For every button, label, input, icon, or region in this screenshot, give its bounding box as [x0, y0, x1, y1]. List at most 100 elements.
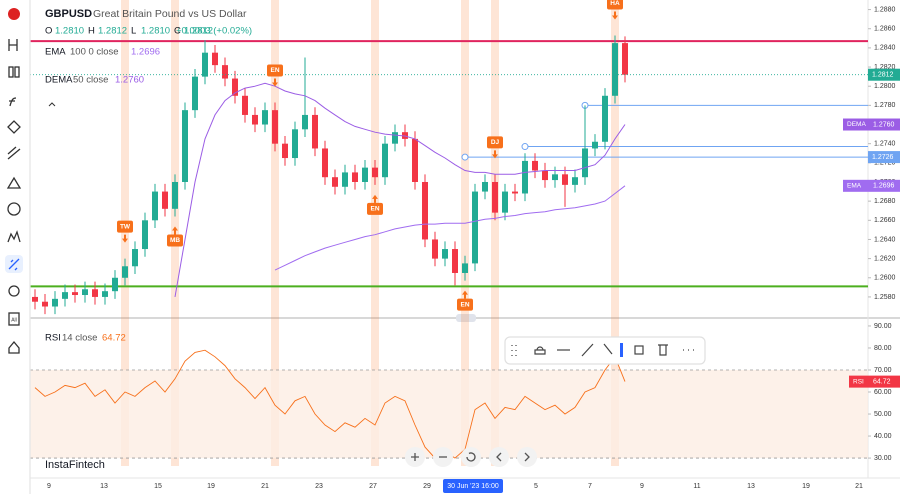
- candle-body: [192, 76, 198, 111]
- candle-body: [62, 292, 68, 299]
- series-label-bg: [843, 179, 900, 192]
- y-tick-label: 1.2640: [874, 236, 896, 243]
- y-tick-label: 1.2820: [874, 64, 896, 71]
- y-tick-label: 1.2680: [874, 198, 896, 205]
- delete-icon[interactable]: [658, 344, 668, 356]
- candle-body: [242, 95, 248, 115]
- x-tick-label: 15: [154, 483, 162, 490]
- series-label-name: DEMA: [847, 121, 866, 128]
- event-band: [491, 0, 499, 466]
- pen-icon[interactable]: [603, 343, 613, 355]
- candle-body: [442, 249, 448, 259]
- y-tick-label: 90.00: [874, 323, 892, 330]
- event-label-bg: [457, 298, 473, 311]
- tool-icon[interactable]: [7, 202, 21, 216]
- candle-body: [162, 191, 168, 209]
- candle-body: [382, 143, 388, 178]
- event-label-bg: [267, 64, 283, 77]
- tool-icon[interactable]: [7, 120, 21, 134]
- lock-icon[interactable]: [534, 346, 546, 355]
- event-arrow: [462, 290, 468, 299]
- scroll-left[interactable]: [489, 447, 509, 467]
- event-label: MB: [170, 237, 180, 244]
- candle-body: [542, 170, 548, 181]
- x-tick-label: 7: [588, 483, 592, 490]
- candle-body: [412, 138, 418, 182]
- ohlc-value: 1.2812: [184, 26, 213, 37]
- rsi-label-name: RSI: [853, 378, 864, 385]
- tool-icon[interactable]: [9, 97, 17, 107]
- left-toolbar: All: [5, 0, 31, 494]
- event-label: TW: [120, 223, 131, 230]
- tool-icon[interactable]: [8, 258, 20, 271]
- y-tick-label: 1.2660: [874, 217, 896, 224]
- tool-icon[interactable]: [7, 230, 21, 243]
- reset-icon: [466, 452, 476, 462]
- event-band: [371, 0, 379, 466]
- tool-icon[interactable]: [8, 66, 14, 78]
- scroll-right[interactable]: [517, 447, 537, 467]
- candle-body: [212, 52, 218, 66]
- y-tick-label: 1.2580: [874, 294, 896, 301]
- candle-body: [32, 296, 38, 302]
- event-arrow: [272, 78, 278, 87]
- x-tick-label: 9: [47, 483, 51, 490]
- event-label-bg: [607, 0, 623, 10]
- series-label-value: 1.2696: [873, 183, 895, 190]
- tool-icon[interactable]: [8, 39, 18, 51]
- rsi-value: 64.72: [102, 333, 126, 344]
- candle-body: [522, 160, 528, 194]
- ohlc-row: O 1.2810 H 1.2812 L 1.2810 C 1.2812: [45, 26, 213, 37]
- candle-body: [92, 289, 98, 297]
- tool-icon[interactable]: [8, 312, 20, 326]
- candle-body: [562, 174, 568, 185]
- candle-body: [552, 174, 558, 181]
- color-swatch[interactable]: [620, 343, 623, 357]
- foreground-layer: 1.2580 1.2600 1.2620 1.2640 1.2660 1.2680 1.27…: [47, 0, 900, 493]
- x-tick-label: 13: [747, 483, 755, 490]
- event-arrow: [172, 226, 178, 235]
- event-arrow: [122, 234, 128, 243]
- drag-handle[interactable]: [511, 345, 517, 356]
- tool-icon[interactable]: [6, 176, 22, 189]
- flag-icon[interactable]: [8, 8, 20, 20]
- x-tick-label: 19: [802, 483, 810, 490]
- ohlc-key: H: [88, 26, 95, 37]
- x-tick-label: 27: [369, 483, 377, 490]
- tool-icon[interactable]: [14, 66, 20, 78]
- candle-body: [622, 43, 628, 75]
- candle-body: [482, 181, 488, 192]
- right-icon: [524, 452, 530, 462]
- reset[interactable]: [461, 447, 481, 467]
- candle-body: [152, 191, 158, 221]
- line-icon[interactable]: [581, 343, 594, 357]
- crosshair-label: 30 Jun '23 16:00: [447, 483, 499, 490]
- candle-body: [52, 298, 58, 307]
- rsi-label-value: 64.72: [873, 378, 891, 385]
- candle-body: [142, 220, 148, 250]
- y-tick-label: 1.2740: [874, 141, 896, 148]
- series-label-name: EMA: [847, 183, 862, 190]
- background-layer: [30, 0, 900, 479]
- plus-icon: [411, 453, 419, 461]
- event-label-bg: [487, 136, 503, 149]
- y-tick-label: 1.2860: [874, 26, 896, 33]
- y-tick-label: 1.2780: [874, 102, 896, 109]
- collapse-icon[interactable]: [48, 102, 56, 107]
- clone-icon[interactable]: [634, 345, 644, 355]
- tool-icon[interactable]: [7, 146, 21, 160]
- line-anchor: [461, 153, 469, 161]
- ohlc-value: 1.2810: [141, 26, 170, 37]
- line-label: 1.2726: [872, 154, 894, 161]
- candle-body: [172, 181, 178, 209]
- candle-body: [352, 172, 358, 182]
- candle-body: [272, 110, 278, 144]
- x-tick-label: 23: [315, 483, 323, 490]
- tool-icon[interactable]: [8, 340, 20, 354]
- rsi-label-bg: [849, 375, 900, 388]
- ohlc-key: O: [45, 26, 52, 37]
- indicator-name: DEMA: [45, 75, 73, 86]
- tool-icon[interactable]: [8, 285, 20, 297]
- candle-body: [582, 148, 588, 178]
